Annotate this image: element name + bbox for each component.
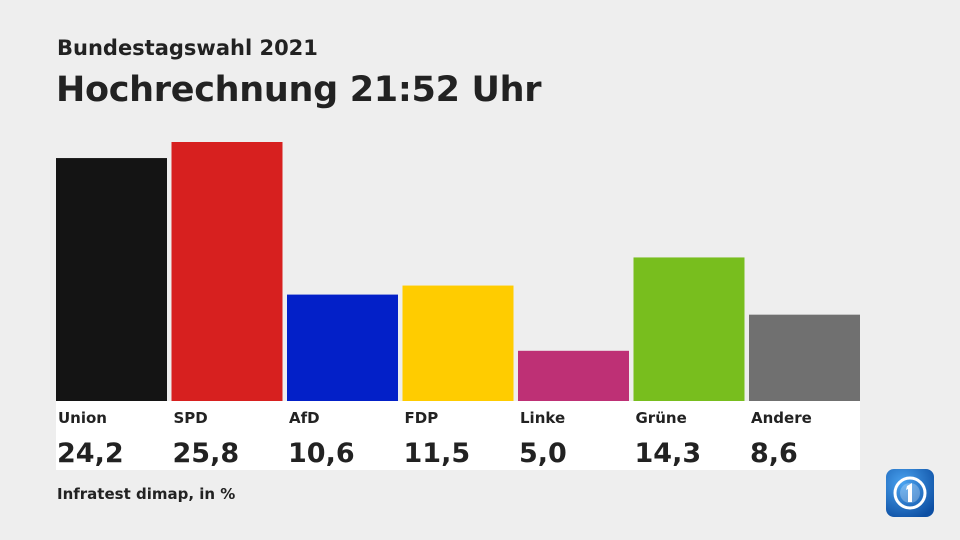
category-label-linke: Linke [520,409,565,427]
chart-subtitle: Bundestagswahl 2021 [57,36,318,60]
value-label-andere: 8,6 [750,438,798,469]
value-label-fdp: 11,5 [404,438,471,469]
ard-logo-icon[interactable] [886,469,934,517]
bar-gr-ne [633,257,745,401]
category-label-fdp: FDP [405,409,439,427]
value-label-union: 24,2 [57,438,124,469]
category-label-gr-ne: Grüne [636,409,687,427]
category-label-afd: AfD [289,409,320,427]
value-label-afd: 10,6 [288,438,355,469]
bar-union [56,158,167,401]
source-note: Infratest dimap, in % [57,485,236,503]
category-labels-group: Union SPD AfD FDP Linke Grüne Andere [58,409,812,427]
value-label-spd: 25,8 [173,438,240,469]
category-label-union: Union [58,409,107,427]
label-panel [56,401,860,470]
value-labels-group: 24,2 25,8 10,6 11,5 5,0 14,3 8,6 [57,438,798,469]
chart-title: Hochrechnung 21:52 Uhr [56,70,542,110]
category-label-spd: SPD [174,409,208,427]
bar-andere [749,314,860,401]
bars-group [56,142,860,401]
bar-afd [287,294,398,401]
value-label-linke: 5,0 [519,438,567,469]
bar-linke [518,350,629,401]
bar-spd [171,142,283,401]
category-label-andere: Andere [751,409,812,427]
value-label-gr-ne: 14,3 [635,438,702,469]
bar-fdp [402,285,514,401]
